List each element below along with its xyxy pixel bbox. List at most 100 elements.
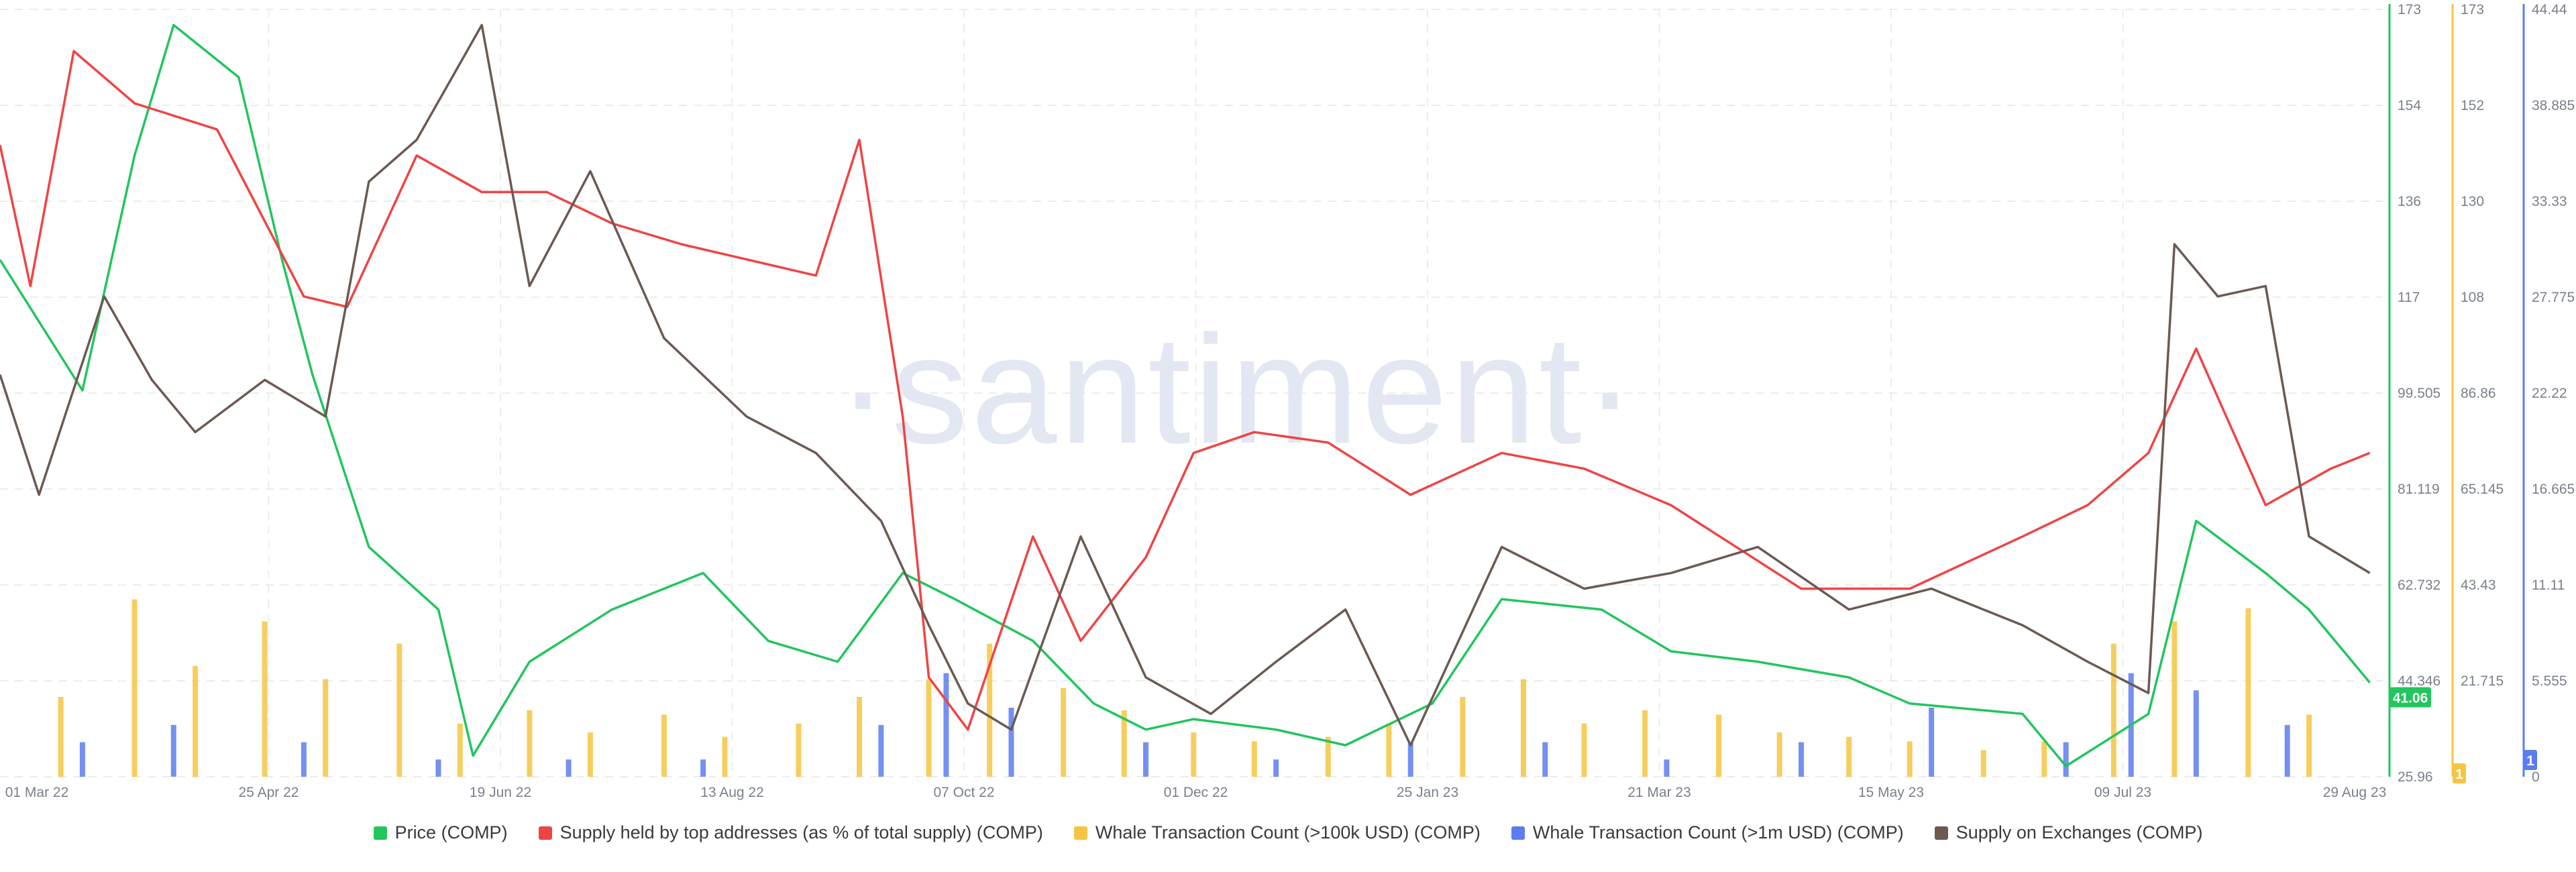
- y-tick-label: 5.555: [2532, 673, 2567, 689]
- y-tick-label: 108: [2461, 290, 2484, 305]
- whale-bar: [1520, 679, 1526, 777]
- y-tick-label: 43.43: [2461, 578, 2496, 593]
- whale-bar: [1121, 710, 1127, 777]
- whale-bar: [1061, 688, 1067, 777]
- whale-bar: [926, 679, 932, 777]
- whale-bar: [2306, 714, 2312, 777]
- whale-bar: [79, 742, 85, 777]
- whale-bar: [566, 759, 572, 777]
- legend-swatch: [1511, 826, 1525, 840]
- whale-bar: [1716, 714, 1722, 777]
- whale-bar: [796, 723, 802, 777]
- whale-bar: [1008, 708, 1014, 777]
- legend: Price (COMP) Supply held by top addresses…: [0, 822, 2576, 843]
- legend-item[interactable]: Supply held by top addresses (as % of to…: [538, 822, 1043, 843]
- legend-item[interactable]: Price (COMP): [373, 822, 508, 843]
- x-tick-label: 25 Apr 22: [239, 785, 299, 800]
- y-tick-label: 22.22: [2532, 386, 2567, 401]
- y-tick-label: 173: [2398, 2, 2421, 17]
- y-tick-label: 21.715: [2461, 673, 2504, 689]
- whale-bar: [457, 723, 463, 777]
- price-axis-badge: [2390, 687, 2431, 708]
- whale-bar: [170, 724, 176, 777]
- whale1m-axis-badge-label: 1: [2526, 753, 2534, 769]
- whale-bar: [1460, 696, 1466, 777]
- whale-bar: [1581, 723, 1587, 777]
- whale-bar: [1907, 741, 1913, 777]
- whale-bar: [943, 673, 949, 777]
- series-line: [0, 50, 2371, 731]
- whale-bar: [1191, 732, 1197, 777]
- y-tick-label: 136: [2398, 194, 2421, 209]
- whale-bar: [1799, 742, 1805, 777]
- series-line: [0, 23, 2371, 747]
- x-tick-label: 01 Mar 22: [5, 785, 69, 800]
- whale-bar: [2193, 690, 2199, 777]
- whale-bar: [2171, 621, 2178, 777]
- x-tick-label: 19 Jun 22: [470, 785, 531, 800]
- y-tick-label: 11.11: [2532, 578, 2565, 593]
- y-tick-label: 0: [2532, 769, 2540, 785]
- price-axis-badge-label: 41.06: [2393, 691, 2428, 706]
- y-tick-label: 154: [2398, 98, 2421, 113]
- legend-swatch: [1073, 826, 1087, 840]
- whale-bar: [1273, 759, 1279, 777]
- legend-label: Whale Transaction Count (>100k USD) (COM…: [1095, 822, 1481, 842]
- whale-bar: [1251, 741, 1257, 777]
- whale1m-axis-badge: [2524, 750, 2537, 770]
- y-tick-label: 25.96: [2398, 769, 2433, 785]
- y-tick-label: 117: [2398, 290, 2420, 305]
- whale-bar: [1846, 737, 1852, 777]
- whale-bar: [878, 724, 884, 777]
- y-tick-label: 65.145: [2461, 482, 2504, 497]
- whale-bar: [1929, 708, 1935, 777]
- whale-bar: [987, 643, 993, 777]
- whale-bar: [1776, 732, 1782, 777]
- legend-swatch: [1934, 826, 1948, 840]
- legend-swatch: [538, 826, 552, 840]
- x-tick-label: 25 Jan 23: [1397, 785, 1458, 800]
- legend-item[interactable]: Whale Transaction Count (>1m USD) (COMP): [1511, 822, 1904, 843]
- whale-bar: [1143, 742, 1149, 777]
- whale-bar: [700, 759, 706, 777]
- y-tick-label: 99.505: [2398, 386, 2440, 401]
- whale-bar: [722, 737, 728, 777]
- whale-bar: [857, 696, 863, 777]
- whale100k-axis-badge-label: 1: [2455, 767, 2463, 782]
- y-tick-label: 62.732: [2398, 578, 2440, 593]
- x-tick-label: 13 Aug 22: [700, 785, 764, 800]
- whale-bar: [2110, 643, 2116, 777]
- x-tick-label: 21 Mar 23: [1627, 785, 1691, 800]
- whale-bar: [396, 643, 402, 777]
- whale-bar: [323, 679, 329, 777]
- legend-label: Supply held by top addresses (as % of to…: [559, 822, 1043, 842]
- gridlines: [0, 9, 2383, 777]
- series-line: [0, 23, 2371, 767]
- legend-item[interactable]: Supply on Exchanges (COMP): [1934, 822, 2203, 843]
- whale-bar: [435, 759, 441, 777]
- y-tick-label: 173: [2461, 2, 2484, 17]
- y-tick-label: 16.665: [2532, 482, 2575, 497]
- y-tick-label: 81.119: [2398, 482, 2440, 497]
- x-tick-label: 15 May 23: [1858, 785, 1924, 800]
- whale-bar: [2245, 608, 2251, 777]
- whale-bar: [301, 742, 307, 777]
- line-series-layer: [0, 23, 2371, 767]
- y-tick-label: 86.86: [2461, 386, 2496, 401]
- y-tick-label: 130: [2461, 194, 2484, 209]
- whale-bar: [262, 621, 268, 777]
- x-tick-label: 01 Dec 22: [1164, 785, 1228, 800]
- x-tick-label: 07 Oct 22: [933, 785, 994, 800]
- y-tick-label: 44.44: [2532, 2, 2567, 17]
- legend-label: Whale Transaction Count (>1m USD) (COMP): [1532, 822, 1904, 842]
- legend-item[interactable]: Whale Transaction Count (>100k USD) (COM…: [1073, 822, 1481, 843]
- whale-bar: [2284, 724, 2290, 777]
- whale-bar: [527, 710, 533, 777]
- legend-label: Supply on Exchanges (COMP): [1955, 822, 2203, 842]
- whale-bar: [1642, 710, 1648, 777]
- whale-bar: [58, 696, 64, 777]
- y-tick-label: 152: [2461, 98, 2484, 113]
- whale-bar: [1542, 742, 1548, 777]
- whale100k-axis-badge: [2453, 763, 2466, 783]
